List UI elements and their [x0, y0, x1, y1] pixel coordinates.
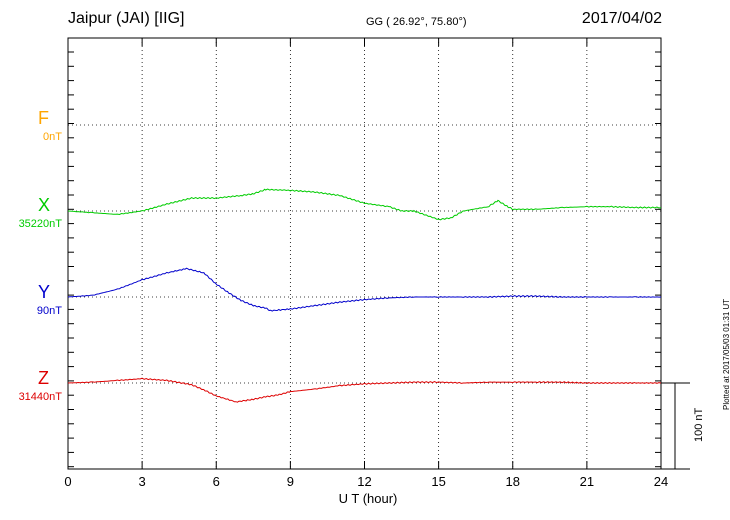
component-f-label: F: [38, 108, 49, 128]
component-x-label: X: [38, 195, 51, 215]
plotted-timestamp: Plotted at 2017/05/03 01:31 UT: [722, 298, 730, 410]
x-tick-label: 24: [654, 474, 668, 489]
series-line-z: [67, 377, 662, 403]
x-tick-label: 12: [357, 474, 371, 489]
component-z-baseline: 31440nT: [18, 391, 62, 403]
scale-bar-label: 100 nT: [693, 407, 705, 442]
series: [67, 188, 662, 403]
component-x-baseline: 35220nT: [18, 218, 62, 230]
geo-coordinates: GG ( 26.92°, 75.80°): [366, 16, 467, 28]
x-tick-label: 6: [213, 474, 220, 489]
series-line-x: [67, 188, 662, 221]
station-title: Jaipur (JAI) [IIG]: [68, 10, 185, 27]
x-tick-label: 21: [580, 474, 594, 489]
component-y-label: Y: [38, 282, 51, 302]
ticks: 0 3 6 9 12 15 18 21 24: [64, 38, 668, 489]
x-tick-label: 3: [139, 474, 146, 489]
x-axis-label: U T (hour): [339, 491, 398, 506]
plot-date: 2017/04/02: [581, 10, 662, 27]
component-f-baseline: 0nT: [43, 131, 62, 143]
x-tick-label: 15: [431, 474, 445, 489]
series-line-y: [67, 267, 662, 312]
grid: [68, 38, 661, 469]
component-y-baseline: 90nT: [36, 305, 62, 317]
x-tick-label: 9: [287, 474, 294, 489]
x-tick-label: 18: [506, 474, 520, 489]
component-z-label: Z: [38, 368, 49, 388]
x-tick-label: 0: [64, 474, 71, 489]
scale-bar: [661, 382, 690, 470]
